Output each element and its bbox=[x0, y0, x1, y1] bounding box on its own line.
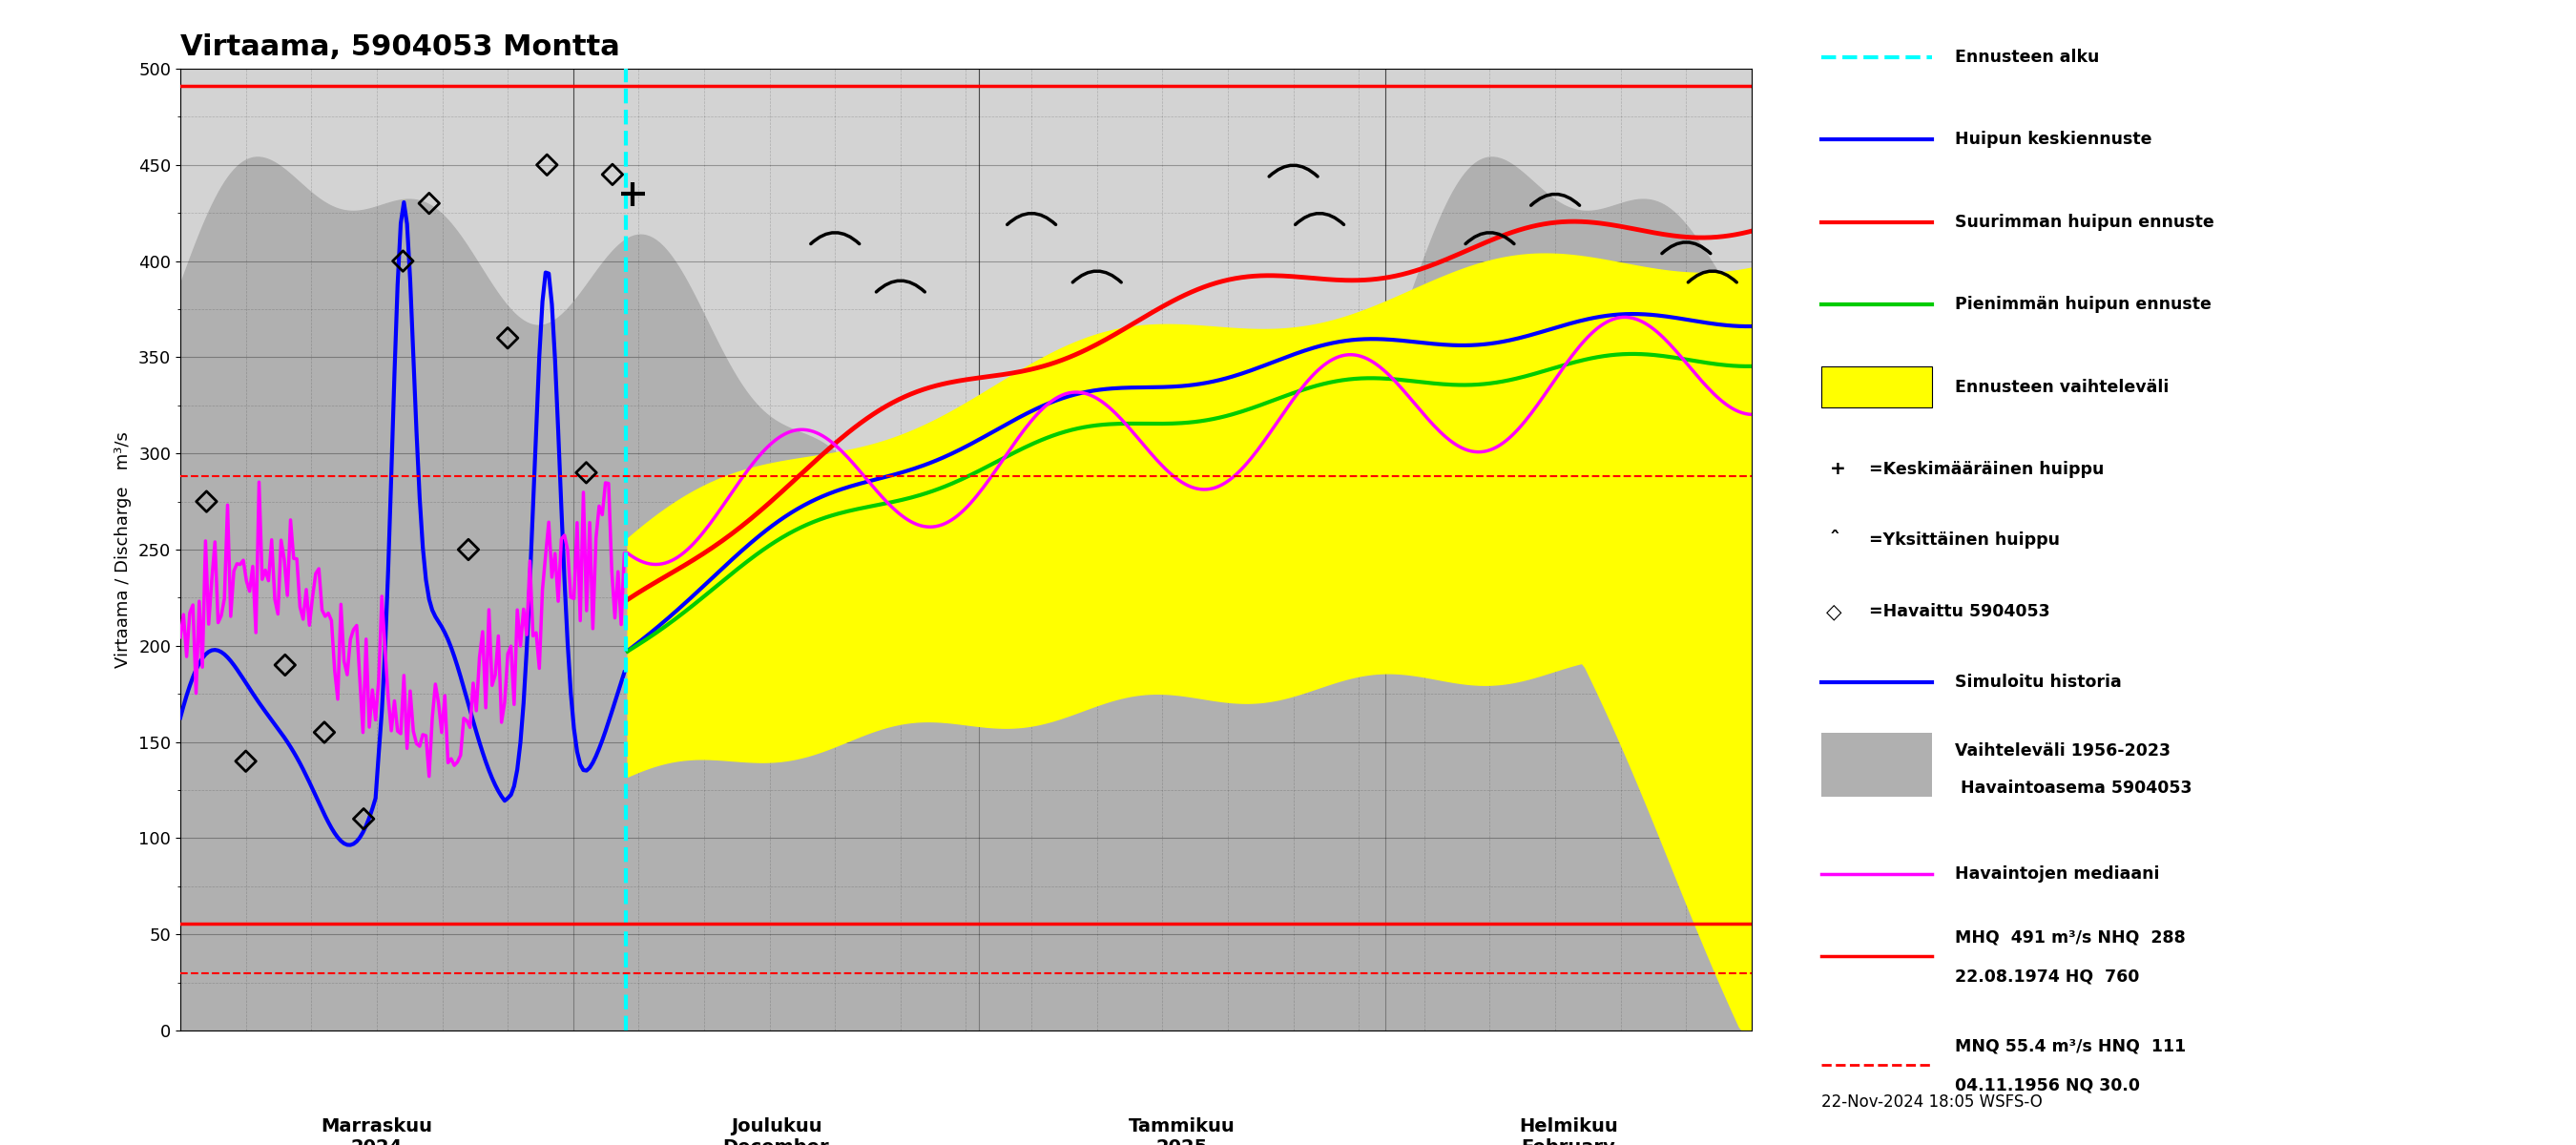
Point bbox=[567, 464, 608, 482]
Text: =Keskimääräinen huippu: =Keskimääräinen huippu bbox=[1868, 460, 2105, 477]
Text: 04.11.1956 NQ 30.0: 04.11.1956 NQ 30.0 bbox=[1955, 1076, 2141, 1093]
Text: Ennusteen vaihteleväli: Ennusteen vaihteleväli bbox=[1955, 378, 2169, 395]
Text: Virtaama, 5904053 Montta: Virtaama, 5904053 Montta bbox=[180, 33, 621, 61]
Text: Simuloitu historia: Simuloitu historia bbox=[1955, 673, 2123, 690]
Point bbox=[265, 656, 307, 674]
Text: Havaintojen mediaani: Havaintojen mediaani bbox=[1955, 864, 2159, 882]
Text: Ennusteen alku: Ennusteen alku bbox=[1955, 48, 2099, 65]
Text: 22.08.1974 HQ  760: 22.08.1974 HQ 760 bbox=[1955, 968, 2141, 985]
Text: =Havaittu 5904053: =Havaittu 5904053 bbox=[1868, 602, 2050, 619]
Point bbox=[487, 329, 528, 347]
Point bbox=[185, 492, 227, 511]
Point bbox=[592, 165, 634, 183]
Text: MHQ  491 m³/s NHQ  288: MHQ 491 m³/s NHQ 288 bbox=[1955, 929, 2187, 946]
Text: Vaihteleväli 1956-2023: Vaihteleväli 1956-2023 bbox=[1955, 742, 2172, 759]
Text: Tammikuu
2025: Tammikuu 2025 bbox=[1128, 1118, 1236, 1145]
Point bbox=[381, 252, 422, 270]
Point bbox=[224, 752, 265, 771]
Text: Marraskuu
2024: Marraskuu 2024 bbox=[322, 1118, 433, 1145]
Text: Pienimmän huipun ennuste: Pienimmän huipun ennuste bbox=[1955, 295, 2213, 313]
Point bbox=[448, 540, 489, 559]
Text: Helmikuu
February: Helmikuu February bbox=[1520, 1118, 1618, 1145]
Text: MNQ 55.4 m³/s HNQ  111: MNQ 55.4 m³/s HNQ 111 bbox=[1955, 1037, 2187, 1055]
Point bbox=[526, 156, 567, 174]
Y-axis label: Virtaama / Discharge   m³/s: Virtaama / Discharge m³/s bbox=[113, 432, 131, 668]
Text: +: + bbox=[1829, 460, 1844, 479]
Point bbox=[410, 195, 451, 213]
Text: ˆ: ˆ bbox=[1829, 531, 1839, 550]
Bar bbox=[1821, 366, 1932, 408]
Text: Suurimman huipun ennuste: Suurimman huipun ennuste bbox=[1955, 213, 2215, 230]
Text: 22-Nov-2024 18:05 WSFS-O: 22-Nov-2024 18:05 WSFS-O bbox=[1821, 1093, 2043, 1111]
Text: ◇: ◇ bbox=[1826, 602, 1842, 621]
Point bbox=[304, 724, 345, 742]
Point bbox=[343, 810, 384, 828]
Bar bbox=[1821, 733, 1932, 797]
Text: =Yksittäinen huippu: =Yksittäinen huippu bbox=[1868, 531, 2061, 548]
Text: Joulukuu
December: Joulukuu December bbox=[724, 1118, 829, 1145]
Text: Huipun keskiennuste: Huipun keskiennuste bbox=[1955, 132, 2154, 149]
Text: Havaintoasema 5904053: Havaintoasema 5904053 bbox=[1955, 779, 2192, 796]
